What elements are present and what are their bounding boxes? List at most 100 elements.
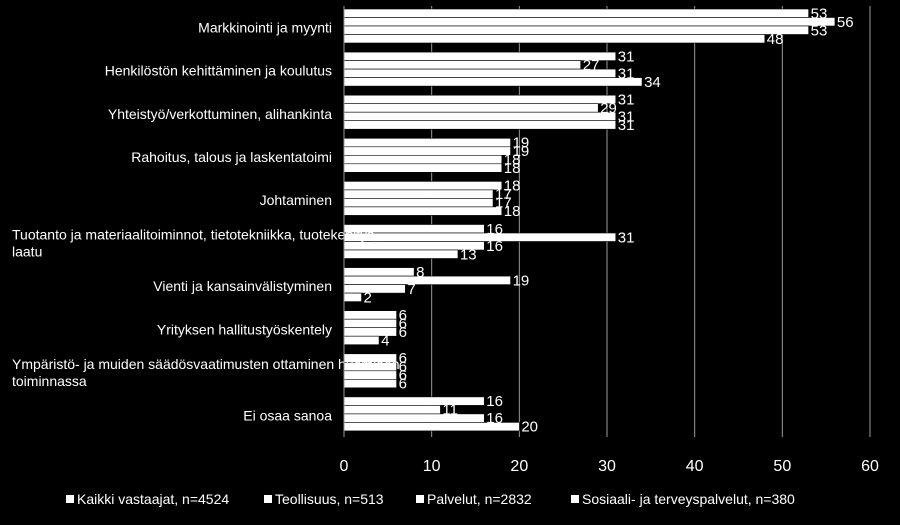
- value-label-2-10: 11: [442, 402, 458, 419]
- legend-swatch: [416, 495, 424, 503]
- value-label-3-9: 6: [399, 367, 407, 384]
- value-label-4-3: 31: [618, 117, 635, 134]
- legend-label: Teollisuus, n=513: [275, 491, 384, 507]
- bar-1-8: [343, 310, 397, 320]
- value-label-2-1: 56: [837, 14, 854, 31]
- legend-label: Sosiaali- ja terveyspalvelut, n=380: [582, 491, 795, 507]
- category-label-6-line-1: Tuotanto ja materiaalitoiminnot, tietote…: [12, 227, 378, 243]
- value-label-2-9: 6: [399, 359, 407, 376]
- category-label-3: Yhteistyö/verkottuminen, alihankinta: [108, 106, 332, 122]
- category-label-5: Johtaminen: [260, 192, 332, 208]
- legend-item-2: Teollisuus, n=513: [264, 491, 416, 507]
- bar-2-5: [343, 189, 494, 199]
- value-label-4-8: 4: [381, 332, 389, 349]
- x-tick-label-20: 20: [510, 458, 528, 475]
- category-label-8: Yrityksen hallitustyöskentely: [157, 321, 332, 337]
- category-label-4: Rahoitus, talous ja laskentatoimi: [131, 149, 332, 165]
- bar-2-10: [343, 405, 441, 415]
- category-label-9-line-1: Ympäristö- ja muiden säädösvaatimusten o…: [12, 356, 400, 372]
- bar-1-5: [343, 181, 503, 191]
- value-label-3-8: 6: [399, 324, 407, 341]
- legend-swatch: [66, 495, 74, 503]
- bar-4-3: [343, 120, 617, 130]
- value-label-2-4: 19: [513, 143, 530, 160]
- value-label-4-7: 2: [364, 289, 372, 306]
- legend-label: Kaikki vastaajat, n=4524: [77, 491, 230, 507]
- bar-4-9: [343, 378, 397, 389]
- x-tick-label-0: 0: [340, 458, 349, 475]
- bar-3-3: [343, 111, 617, 121]
- bar-1-3: [343, 94, 617, 104]
- category-label-10: Ei osaa sanoa: [243, 407, 332, 423]
- value-label-1-7: 8: [416, 264, 424, 281]
- legend-swatch: [264, 495, 272, 503]
- bar-4-1: [343, 34, 766, 44]
- value-label-3-6: 16: [486, 238, 503, 255]
- value-label-1-1: 53: [811, 5, 828, 22]
- legend-item-1: Kaikki vastaajat, n=4524: [66, 491, 264, 507]
- bar-2-8: [343, 318, 397, 329]
- bar-3-2: [343, 68, 617, 78]
- value-label-1-10: 16: [486, 393, 503, 410]
- value-label-3-1: 53: [811, 22, 828, 39]
- value-label-1-9: 6: [399, 350, 407, 367]
- x-tick-label-40: 40: [686, 458, 704, 475]
- category-label-6-line-2: laatu: [12, 244, 42, 260]
- bar-2-1: [343, 17, 836, 27]
- value-label-3-7: 7: [407, 281, 415, 298]
- value-label-2-8: 6: [399, 315, 407, 332]
- category-label-2: Henkilöstön kehittäminen ja koulutus: [105, 63, 332, 79]
- bar-3-5: [343, 198, 494, 208]
- value-label-4-4: 18: [504, 160, 521, 177]
- bar-4-8: [343, 335, 380, 346]
- x-tick-label-10: 10: [423, 458, 441, 475]
- value-label-3-10: 16: [486, 410, 503, 427]
- bar-2-4: [343, 146, 511, 156]
- bar-2-6: [343, 232, 617, 242]
- category-label-7: Vienti ja kansainvälistyminen: [153, 278, 332, 294]
- bar-4-4: [343, 163, 503, 173]
- bar-1-1: [343, 8, 809, 18]
- value-label-1-6: 16: [486, 221, 503, 238]
- value-label-1-3: 31: [618, 91, 635, 108]
- value-label-2-3: 29: [600, 100, 617, 117]
- bar-3-1: [343, 25, 809, 35]
- bar-2-7: [343, 275, 511, 285]
- bar-1-4: [343, 138, 511, 148]
- value-label-1-5: 18: [504, 178, 521, 195]
- bar-1-7: [343, 267, 415, 277]
- x-tick-label-60: 60: [861, 458, 879, 475]
- category-label-9-line-2: toiminnassa: [12, 373, 87, 389]
- bar-4-5: [343, 206, 503, 216]
- legend: Kaikki vastaajat, n=4524 Teollisuus, n=51…: [66, 491, 831, 507]
- value-label-4-5: 18: [504, 203, 521, 220]
- value-label-2-7: 19: [513, 272, 530, 289]
- value-label-4-10: 20: [521, 419, 538, 436]
- value-label-4-1: 48: [767, 31, 784, 48]
- category-label-1: Markkinointi ja myynti: [198, 20, 332, 36]
- x-tick-label-30: 30: [598, 458, 616, 475]
- value-label-3-5: 17: [495, 195, 512, 212]
- bar-3-4: [343, 155, 503, 165]
- bar-3-9: [343, 370, 397, 380]
- bar-4-7: [343, 292, 362, 302]
- bar-2-2: [343, 60, 581, 70]
- value-label-2-2: 27: [583, 57, 600, 74]
- legend-swatch: [571, 495, 579, 503]
- legend-item-4: Sosiaali- ja terveyspalvelut, n=380: [571, 491, 831, 507]
- bar-3-10: [343, 413, 485, 423]
- bar-1-10: [343, 396, 485, 406]
- value-label-4-9: 6: [399, 376, 407, 393]
- x-tick-label-50: 50: [773, 458, 791, 475]
- value-label-3-4: 18: [504, 152, 521, 169]
- value-label-2-6: 31: [618, 229, 635, 246]
- bar-4-2: [343, 77, 643, 87]
- value-label-4-6: 13: [460, 246, 477, 263]
- value-label-3-3: 31: [618, 108, 635, 125]
- bar-2-3: [343, 103, 599, 113]
- value-label-1-8: 6: [399, 307, 407, 324]
- value-label-2-5: 17: [495, 186, 512, 203]
- bar-1-2: [343, 51, 617, 61]
- value-label-1-2: 31: [618, 48, 635, 65]
